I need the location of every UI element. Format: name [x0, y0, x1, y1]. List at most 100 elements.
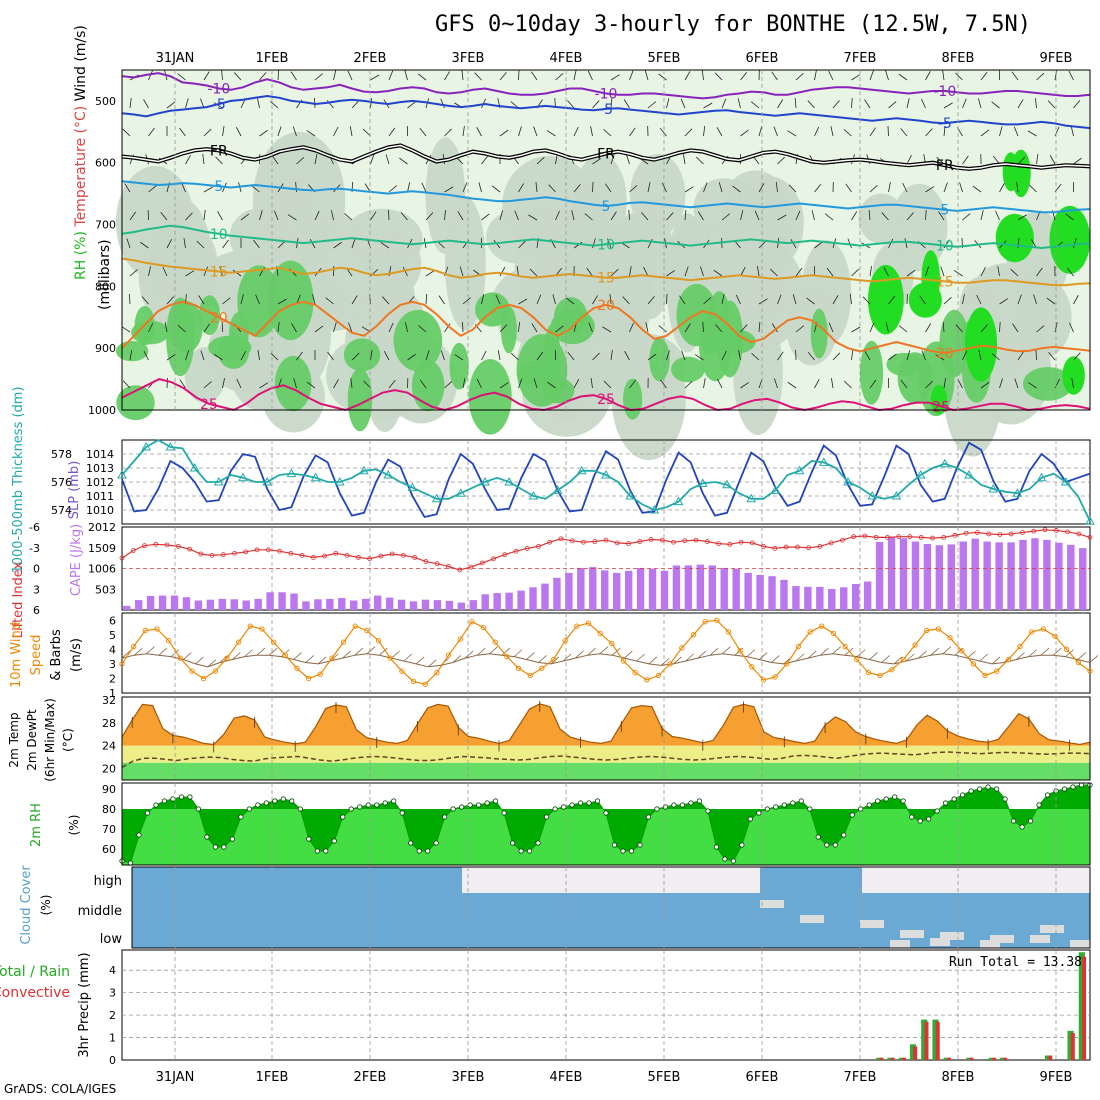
- isotherm-line: [121, 300, 1091, 355]
- wind-barb: [603, 129, 612, 137]
- wind-speed-marker: [1052, 633, 1058, 639]
- lifted-index-marker: [716, 541, 721, 546]
- cape-bar: [397, 599, 406, 610]
- wind-barb: [828, 70, 834, 81]
- wind-barb: [814, 126, 820, 137]
- wind-barb: [240, 350, 247, 361]
- rh-80-region: [1022, 366, 1073, 401]
- wind-barb: [999, 378, 1003, 389]
- wind-barb: [296, 351, 303, 361]
- wind-speed-marker: [620, 658, 627, 664]
- surface-wind-barb: [452, 655, 462, 663]
- rh-70-region: [486, 210, 546, 264]
- wind-speed-marker: [364, 627, 370, 634]
- cape-bar: [373, 595, 382, 610]
- cape-bar: [170, 595, 179, 610]
- wind-barb: [592, 100, 600, 109]
- wind-barb: [573, 184, 581, 193]
- precip-ylabel: 3hr Precip (mm): [77, 952, 92, 1057]
- wind-barb: [684, 380, 693, 389]
- wind-barb: [847, 238, 852, 249]
- wind-barb: [1029, 184, 1037, 193]
- thickness-marker: [262, 476, 273, 486]
- wind-barb: [388, 322, 394, 333]
- isotherm-line: [121, 94, 1091, 130]
- cape-bar: [433, 600, 442, 610]
- pressure-tick: 500: [95, 95, 116, 108]
- surface-wind-barb: [379, 647, 388, 656]
- wind-barb: [943, 182, 948, 193]
- wind-barb: [417, 73, 427, 81]
- wind-barb: [370, 74, 380, 81]
- rh-marker: [1019, 824, 1025, 830]
- surface-wind-barb: [869, 652, 878, 660]
- surface-wind-barb: [305, 655, 315, 663]
- surface-wind-barb: [232, 652, 241, 660]
- wind-speed-marker: [854, 656, 860, 663]
- wind-barb: [925, 209, 927, 221]
- lifted-index-marker: [1008, 531, 1014, 537]
- surface-wind-barb: [1089, 655, 1099, 663]
- temp-frame: [121, 696, 1091, 781]
- wind-speed-marker: [469, 619, 475, 625]
- wind-barb: [548, 184, 556, 193]
- cape-bar: [648, 568, 657, 610]
- cape-bar: [995, 542, 1003, 610]
- wind-barb: [148, 70, 153, 81]
- thickness-marker: [213, 476, 224, 486]
- wind-barb: [832, 100, 840, 109]
- lifted-index-marker: [1042, 527, 1048, 533]
- rh-area: [122, 785, 1090, 865]
- wind-barb: [148, 127, 155, 137]
- wind-barb: [347, 70, 353, 81]
- lifted-index-marker: [986, 531, 992, 537]
- rh-marker: [934, 808, 940, 814]
- cape-bar: [123, 605, 131, 610]
- wind-speed-marker: [247, 623, 253, 629]
- wind-barb: [885, 70, 889, 81]
- wind-barb: [388, 379, 396, 389]
- wind-barb: [196, 240, 205, 249]
- wind-barb: [684, 323, 691, 333]
- lifted-index-marker: [1065, 529, 1070, 535]
- precip-tick: 0: [109, 1054, 116, 1067]
- lifted-index-marker: [389, 551, 395, 557]
- wind-barb: [462, 297, 471, 305]
- wind-speed-marker: [655, 672, 662, 679]
- wind-barb: [518, 126, 522, 137]
- isotherm-label: -10: [207, 82, 230, 98]
- wind-barb: [962, 350, 968, 361]
- wind-barb: [179, 379, 186, 389]
- cape-bar: [553, 577, 561, 610]
- lifted-index-marker: [187, 546, 192, 552]
- wind-barb: [991, 101, 1000, 109]
- wind-barb: [721, 350, 727, 361]
- surface-wind-barb: [575, 650, 584, 659]
- rh-marker: [1010, 818, 1017, 824]
- wind-ylabel-part: & Barbs: [49, 629, 64, 681]
- wind-barb: [629, 70, 634, 81]
- surface-wind-barb: [256, 647, 266, 656]
- wind-barb: [404, 70, 408, 81]
- wind-barb: [943, 239, 950, 249]
- wind-barb: [129, 98, 132, 109]
- thickness-marker: [117, 469, 127, 479]
- wind-barb: [567, 100, 575, 109]
- surface-wind-barb: [538, 655, 547, 663]
- rh-marker: [144, 810, 151, 816]
- lifted-index-marker: [1076, 531, 1082, 537]
- wind-barb: [658, 73, 667, 81]
- wind-barb: [715, 324, 723, 333]
- wind-speed-marker: [924, 627, 930, 634]
- wind-barb: [331, 210, 334, 221]
- temp-ylabel-part: (6hr Min/Max): [43, 698, 57, 782]
- wind-barb: [444, 186, 454, 193]
- wind-barb: [666, 350, 670, 361]
- wind-barb: [529, 268, 538, 277]
- thickness-marker: [843, 476, 853, 486]
- wind-barb: [277, 126, 282, 137]
- wind-barb: [349, 126, 353, 137]
- isotherm-label: 5: [214, 179, 223, 195]
- wind-barb: [444, 128, 452, 137]
- surface-wind-barb: [477, 647, 486, 656]
